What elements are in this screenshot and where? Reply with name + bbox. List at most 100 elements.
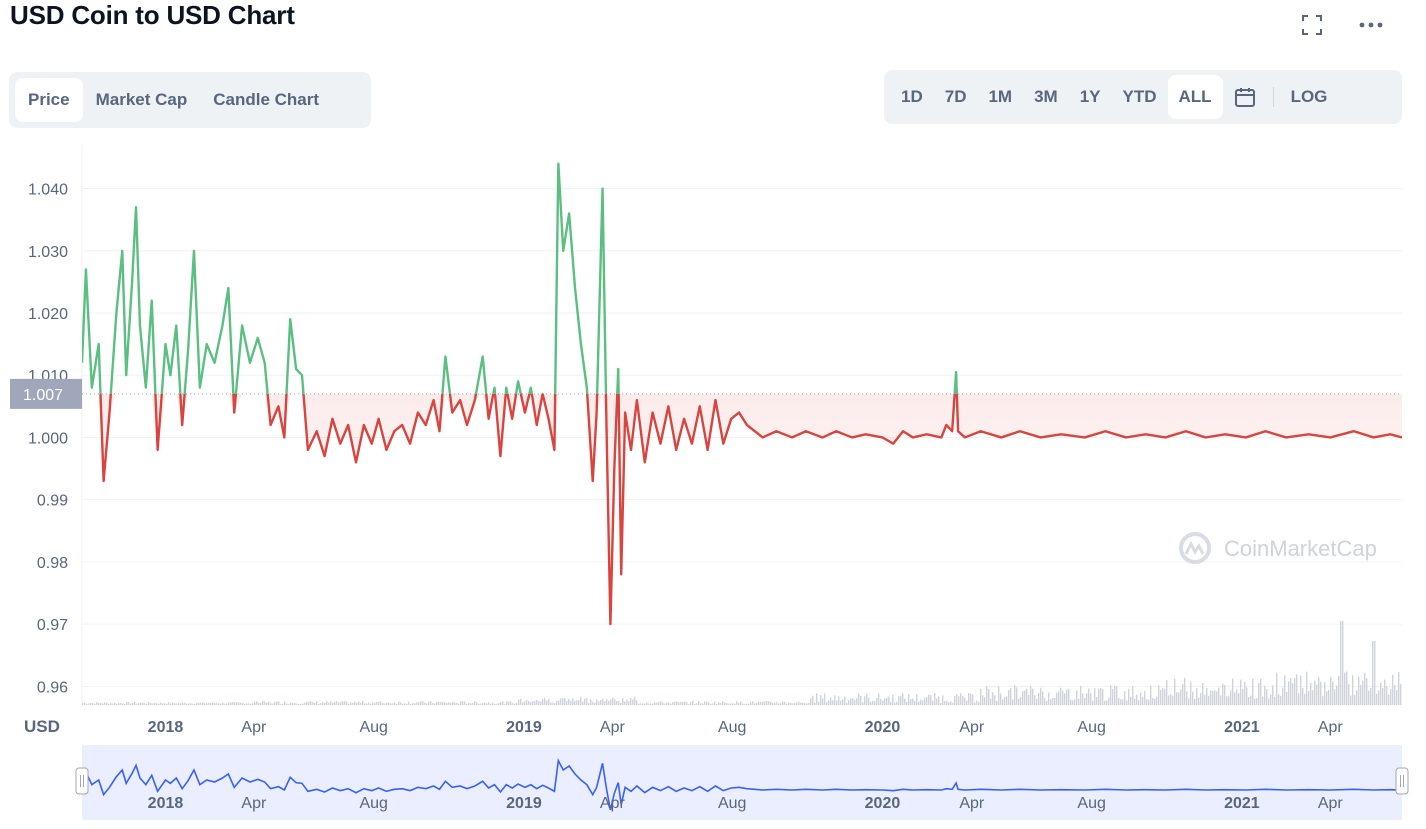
- volume-bar: [524, 701, 526, 705]
- volume-bar: [420, 701, 422, 705]
- volume-bar: [446, 702, 448, 705]
- volume-bar: [1380, 682, 1382, 705]
- volume-bar: [1026, 688, 1028, 705]
- volume-bar: [344, 701, 346, 705]
- volume-bar: [842, 699, 844, 705]
- volume-bar: [188, 703, 190, 705]
- volume-bar: [616, 700, 618, 705]
- volume-bar: [1062, 690, 1064, 705]
- volume-bar: [196, 703, 198, 705]
- volume-bar: [894, 702, 896, 705]
- volume-bar: [260, 702, 262, 705]
- volume-bar: [450, 702, 452, 705]
- more-options-icon[interactable]: [1354, 8, 1388, 42]
- volume-bar: [1220, 695, 1222, 705]
- volume-bar: [512, 703, 514, 705]
- volume-bar: [784, 701, 786, 705]
- fullscreen-icon[interactable]: [1295, 8, 1329, 42]
- volume-bar: [1090, 693, 1092, 705]
- volume-bar: [1204, 694, 1206, 705]
- volume-bar: [716, 703, 718, 705]
- volume-bar: [1310, 683, 1312, 705]
- volume-bar: [630, 697, 632, 705]
- volume-bar: [986, 686, 988, 705]
- volume-bar: [960, 693, 962, 705]
- volume-bar: [910, 699, 912, 705]
- volume-bar: [82, 703, 84, 705]
- volume-bar: [484, 702, 486, 705]
- volume-bar: [402, 703, 404, 705]
- volume-bar: [486, 703, 488, 705]
- range-1d[interactable]: 1D: [901, 87, 923, 106]
- range-3m[interactable]: 3M: [1034, 87, 1058, 106]
- volume-bar: [1184, 677, 1186, 705]
- volume-bar: [820, 695, 822, 705]
- volume-bar: [782, 701, 784, 705]
- volume-bar: [278, 701, 280, 705]
- volume-bar: [562, 698, 564, 705]
- volume-bar: [602, 698, 604, 705]
- range-1m[interactable]: 1M: [988, 87, 1013, 106]
- volume-bar: [1148, 699, 1150, 705]
- volume-bar: [546, 700, 548, 705]
- volume-bar: [604, 701, 606, 705]
- volume-bar: [852, 698, 854, 705]
- tab-candle-chart[interactable]: Candle Chart: [213, 90, 320, 109]
- log-scale-toggle[interactable]: LOG: [1290, 87, 1328, 106]
- volume-bar: [480, 703, 482, 705]
- range-all[interactable]: ALL: [1167, 75, 1223, 119]
- volume-bar: [968, 693, 970, 705]
- volume-bar: [1312, 690, 1314, 705]
- volume-bar: [952, 702, 954, 705]
- volume-bar: [1150, 685, 1152, 705]
- volume-bar: [102, 703, 104, 705]
- volume-bar: [688, 703, 690, 705]
- volume-bar: [200, 702, 202, 705]
- volume-bar: [378, 701, 380, 705]
- x-tick-label: 2020: [865, 719, 901, 736]
- range-7d[interactable]: 7D: [944, 87, 967, 106]
- volume-bar: [1022, 690, 1024, 705]
- volume-bar: [1116, 686, 1118, 705]
- volume-bar: [1102, 689, 1104, 705]
- volume-bar: [494, 703, 496, 705]
- tab-market-cap[interactable]: Market Cap: [95, 90, 188, 109]
- volume-bar: [1356, 690, 1358, 705]
- volume-bar: [1040, 687, 1042, 705]
- calendar-icon[interactable]: [1223, 75, 1267, 119]
- volume-bar: [360, 702, 362, 705]
- volume-bar: [798, 701, 800, 705]
- volume-bar: [1114, 686, 1116, 705]
- volume-bar: [404, 703, 406, 705]
- range-ytd[interactable]: YTD: [1122, 87, 1157, 106]
- volume-bar: [276, 701, 278, 705]
- navigator-left-handle[interactable]: [75, 767, 89, 795]
- y-tick-label: 0.99: [37, 493, 68, 510]
- volume-bar: [1046, 700, 1048, 705]
- volume-bar: [142, 702, 144, 705]
- volume-bar: [930, 694, 932, 705]
- volume-bar: [174, 703, 176, 705]
- tab-price[interactable]: Price: [15, 78, 83, 122]
- volume-bar: [358, 701, 360, 705]
- volume-bar: [1280, 695, 1282, 705]
- navigator-right-handle[interactable]: [1395, 767, 1409, 795]
- volume-bar: [762, 701, 764, 705]
- volume-bar: [788, 702, 790, 705]
- volume-bar: [846, 702, 848, 705]
- volume-bar: [594, 702, 596, 705]
- range-1y[interactable]: 1Y: [1079, 87, 1101, 106]
- volume-bar: [932, 700, 934, 705]
- range-navigator[interactable]: 2018 Apr Aug 2019 Apr Aug 2020 Apr Aug 2021 Apr: [75, 745, 1409, 820]
- volume-bar: [1394, 685, 1396, 705]
- volume-bar: [964, 697, 966, 705]
- volume-bar: [396, 703, 398, 705]
- volume-bar: [218, 703, 220, 705]
- volume-bar: [1158, 685, 1160, 705]
- volume-bar: [150, 703, 152, 705]
- volume-bar: [558, 700, 560, 705]
- current-price-badge-bg: [10, 378, 82, 409]
- volume-bar: [652, 703, 654, 705]
- price-line-up: [82, 162, 959, 394]
- volume-bar: [666, 702, 668, 705]
